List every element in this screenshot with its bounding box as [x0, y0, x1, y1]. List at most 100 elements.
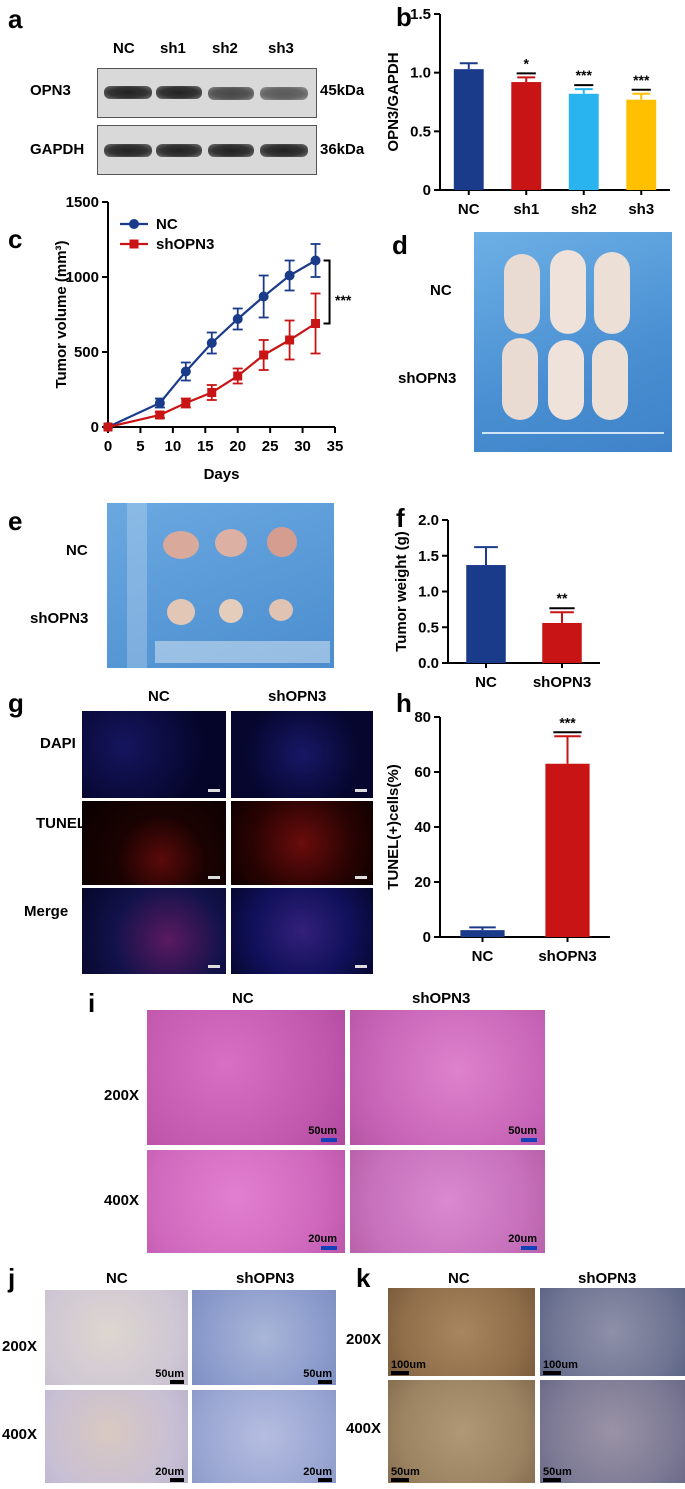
scale-label: 20um: [308, 1233, 337, 1245]
tumor-label-nc: NC: [66, 542, 88, 559]
panel-label-a: a: [8, 4, 23, 34]
he-image-400x-nc: 20um: [147, 1150, 345, 1253]
blot-band: [208, 87, 254, 100]
significance-label: **: [557, 590, 568, 606]
scale-label: 20um: [155, 1466, 184, 1478]
he-image-200x-shopn3: 50um: [350, 1010, 545, 1145]
y-tick-label: 40: [414, 819, 431, 836]
y-tick-label: 0.5: [410, 123, 431, 140]
category-label: NC: [458, 201, 480, 218]
mice-label-nc: NC: [430, 282, 452, 299]
x-tick-label: 35: [327, 438, 344, 455]
legend-label: NC: [156, 216, 178, 233]
scale-bar: [521, 1246, 537, 1250]
y-tick-label: 0: [91, 419, 99, 436]
ihc-k-col-shopn3: shOPN3: [578, 1270, 637, 1287]
tumor-photo: [107, 503, 334, 668]
scale-bar: [521, 1138, 537, 1142]
blot-band: [104, 144, 152, 157]
bar: [626, 99, 657, 190]
bar: [466, 565, 506, 663]
blot-opn3: [97, 68, 317, 118]
scale-label: 50um: [308, 1125, 337, 1137]
mice-photo: [474, 232, 672, 452]
scale-label: 100um: [543, 1359, 578, 1371]
y-tick-label: 0.0: [418, 655, 439, 672]
scale-bar: [321, 1138, 337, 1142]
fluorescence-dapi-shopn3: [231, 711, 373, 798]
scale-label: 50um: [543, 1466, 572, 1478]
x-tick-label: 0: [104, 438, 112, 455]
ihc-k-row-400x: 400X: [346, 1420, 382, 1437]
chart-h: 0 20 40 60 80 TUNEL(+)cells(%) NC *** shOPN3: [385, 709, 610, 965]
x-axis-label: Days: [204, 466, 240, 483]
tumor-label-shopn3: shOPN3: [30, 610, 89, 627]
ihc-k-row-200x: 200X: [346, 1331, 382, 1348]
y-tick-label: 1.0: [410, 65, 431, 82]
data-point: [258, 291, 269, 302]
y-axis-label: Tumor volume (mm³): [53, 240, 70, 388]
panel-label-k: k: [356, 1263, 371, 1293]
significance-bracket: [323, 259, 331, 325]
mice-label-shopn3: shOPN3: [398, 370, 457, 387]
blot-band: [156, 86, 202, 99]
panel-label-b: b: [396, 2, 412, 32]
panel-label-i: i: [88, 988, 96, 1018]
data-point: [155, 410, 165, 420]
x-tick-label: 30: [294, 438, 311, 455]
scale-label: 50um: [155, 1368, 184, 1380]
scale-bar: [543, 1478, 561, 1482]
y-tick-label: 1.0: [418, 584, 439, 601]
bar: [542, 622, 582, 663]
scale-label: 100um: [391, 1359, 426, 1371]
data-point: [285, 335, 295, 345]
scale-bar: [543, 1371, 561, 1375]
y-tick-label: 500: [74, 344, 99, 361]
chart-c: 0 500 1000 1500 Tumor volume (mm³) 0 5 10 15 20 25…: [53, 194, 344, 483]
tunel-row-tunel: TUNEL: [36, 815, 86, 832]
panel-label-g: g: [8, 688, 24, 718]
blot-band: [260, 144, 308, 157]
fluorescence-tunel-shopn3: [231, 801, 373, 885]
scale-label: 20um: [508, 1233, 537, 1245]
bar: [545, 763, 590, 937]
x-tick-label: 5: [136, 438, 144, 455]
tunel-row-dapi: DAPI: [40, 735, 76, 752]
panel-label-c: c: [8, 224, 23, 254]
legend-marker: [129, 219, 139, 229]
tunel-col-shopn3: shOPN3: [268, 688, 327, 705]
y-tick-label: 0: [423, 182, 431, 199]
chart-f: 0.0 0.5 1.0 1.5 2.0 Tumor weight (g) NC ** shOPN…: [393, 512, 600, 690]
fluorescence-merge-nc: [82, 888, 226, 974]
blot-gapdh: [97, 125, 317, 175]
scale-label: 50um: [508, 1125, 537, 1137]
blot-band: [104, 86, 152, 99]
ihc-j-col-nc: NC: [106, 1270, 128, 1287]
lane-label-sh3: sh3: [268, 40, 294, 57]
category-label: shOPN3: [538, 948, 596, 965]
y-tick-label: 1.5: [410, 6, 431, 23]
blot-band: [208, 144, 254, 157]
significance-label: ***: [633, 72, 650, 88]
category-label: shOPN3: [533, 674, 591, 690]
data-point: [233, 371, 243, 381]
ihc-j-image-400x-shopn3: 20um: [192, 1390, 336, 1483]
bar: [511, 82, 542, 190]
chart-b: 0 0.5 1.0 1.5 OPN3/GAPDH NC * sh1 *** sh2 *** sh3: [385, 6, 670, 218]
scale-label: 20um: [303, 1466, 332, 1478]
fluorescence-merge-shopn3: [231, 888, 373, 974]
x-tick-label: 15: [197, 438, 214, 455]
panel-label-h: h: [396, 688, 412, 718]
significance-label: ***: [559, 714, 576, 730]
scale-bar: [321, 1246, 337, 1250]
data-point: [154, 398, 165, 408]
bar: [460, 930, 505, 937]
fluorescence-dapi-nc: [82, 711, 226, 798]
ihc-k-image-400x-shopn3: 50um: [540, 1380, 685, 1483]
x-tick-label: 10: [165, 438, 182, 455]
data-point: [206, 338, 217, 348]
y-tick-label: 0: [423, 929, 431, 946]
lane-label-nc: NC: [113, 40, 135, 57]
blot-size-gapdh: 36kDa: [320, 141, 365, 158]
y-tick-label: 20: [414, 874, 431, 891]
